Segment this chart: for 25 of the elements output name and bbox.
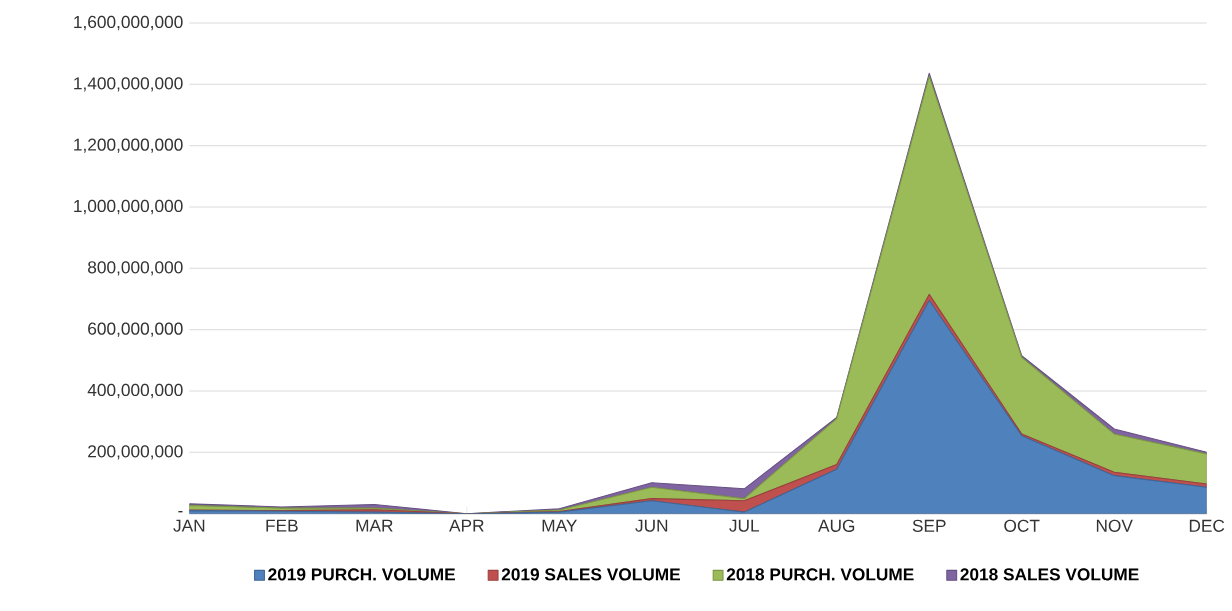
legend-label: 2019 PURCH. VOLUME — [268, 568, 455, 581]
x-tick-label: MAY — [542, 519, 577, 532]
y-tick-label: 1,000,000,000 — [74, 199, 183, 215]
y-tick-label: 200,000,000 — [88, 445, 183, 460]
x-tick-label: APR — [449, 519, 484, 532]
y-tick-label: 600,000,000 — [88, 322, 183, 337]
x-tick-label: FEB — [266, 519, 298, 532]
x-tick-label: DEC — [1189, 519, 1225, 532]
y-tick-label: 1,600,000,000 — [74, 15, 183, 31]
x-tick-label: MAR — [356, 519, 393, 532]
x-tick-label: AUG — [818, 519, 855, 532]
x-tick-label: JAN — [173, 519, 205, 532]
y-tick-label: - — [178, 511, 183, 513]
legend-label: 2019 SALES VOLUME — [501, 568, 680, 581]
y-tick-label: 1,200,000,000 — [74, 138, 183, 153]
x-tick-label: JUL — [729, 519, 760, 532]
x-tick-label: OCT — [1004, 519, 1040, 532]
y-tick-label: 800,000,000 — [88, 261, 183, 276]
x-tick-label: JUN — [635, 519, 668, 532]
y-tick-label: 400,000,000 — [87, 383, 183, 399]
x-tick-label: NOV — [1096, 519, 1133, 532]
y-tick-label: 1,400,000,000 — [74, 77, 183, 92]
x-tick-label: SEP — [912, 519, 946, 532]
legend-label: 2018 SALES VOLUME — [960, 568, 1139, 581]
legend-label: 2018 PURCH. VOLUME — [726, 568, 914, 581]
